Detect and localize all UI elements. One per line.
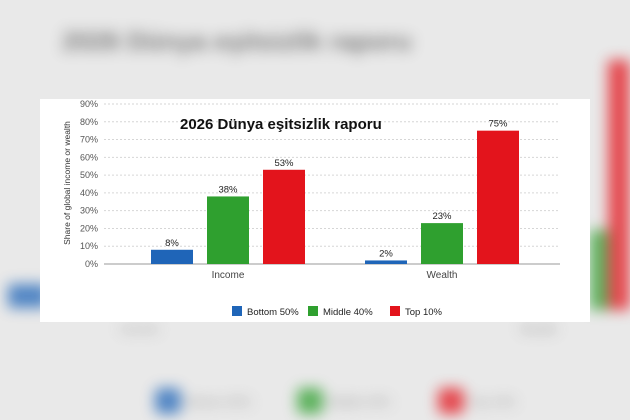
- y-tick-label: 60%: [80, 152, 98, 162]
- y-tick-label: 30%: [80, 206, 98, 216]
- legend-label: Middle 40%: [323, 307, 373, 318]
- background-legend-swatch-bottom: [155, 388, 181, 414]
- background-legend-label-middle: Middle 40%: [328, 395, 391, 409]
- background-legend-swatch-top: [438, 388, 464, 414]
- chart-card: 0% 10% 20% 30% 40% 50% 60% 70% 80% 90% 8% 38% 53% 2%…: [40, 99, 590, 322]
- bar-chart: 0% 10% 20% 30% 40% 50% 60% 70% 80% 90% 8% 38% 53% 2%…: [62, 99, 560, 318]
- legend-label: Top 10%: [405, 307, 443, 318]
- bar-wealth-2: [477, 130, 519, 264]
- legend-label: Bottom 50%: [247, 307, 299, 318]
- bar-income-1: [207, 196, 249, 264]
- y-tick-label: 10%: [80, 241, 98, 251]
- background-bar-green: [590, 230, 610, 310]
- chart-title: 2026 Dünya eşitsizlik raporu: [180, 116, 382, 133]
- y-tick-label: 0%: [85, 259, 98, 269]
- value-label: 38%: [218, 184, 238, 195]
- y-tick-label: 80%: [80, 117, 98, 127]
- legend-swatch: [308, 306, 318, 316]
- x-axis-categories: Income Wealth: [212, 270, 458, 281]
- y-tick-label: 70%: [80, 135, 98, 145]
- value-label: 23%: [432, 211, 452, 222]
- bar-wealth-0: [365, 260, 407, 264]
- value-label: 8%: [165, 238, 179, 249]
- value-label: 75%: [488, 119, 508, 130]
- value-labels: 8% 38% 53% 2% 23% 75%: [165, 119, 508, 260]
- value-label: 2%: [379, 248, 393, 259]
- bars: [151, 130, 519, 264]
- category-label-wealth: Wealth: [427, 270, 458, 281]
- background-category-wealth: Wealth: [520, 322, 558, 336]
- y-tick-label: 20%: [80, 223, 98, 233]
- y-tick-label: 90%: [80, 99, 98, 109]
- background-legend-swatch-middle: [297, 388, 323, 414]
- bar-wealth-1: [421, 223, 463, 264]
- y-tick-label: 50%: [80, 170, 98, 180]
- bar-income-2: [263, 169, 305, 264]
- background-bar-right: [608, 60, 630, 310]
- legend-swatch: [232, 306, 242, 316]
- legend-swatch: [390, 306, 400, 316]
- y-axis-ticks: 0% 10% 20% 30% 40% 50% 60% 70% 80% 90%: [80, 99, 98, 269]
- y-axis-label: Share of global income or wealth: [62, 121, 72, 245]
- category-label-income: Income: [212, 270, 245, 281]
- background-legend-label-top: Top 10%: [469, 395, 516, 409]
- background-title: 2026 Dünya eşitsizlik raporu: [62, 26, 412, 56]
- bar-income-0: [151, 249, 193, 264]
- y-tick-label: 40%: [80, 188, 98, 198]
- background-legend-label-bottom: Bottom 50%: [186, 395, 252, 409]
- legend: Bottom 50% Middle 40% Top 10%: [232, 306, 443, 318]
- background-category-income: Income: [120, 322, 160, 336]
- value-label: 53%: [274, 158, 294, 169]
